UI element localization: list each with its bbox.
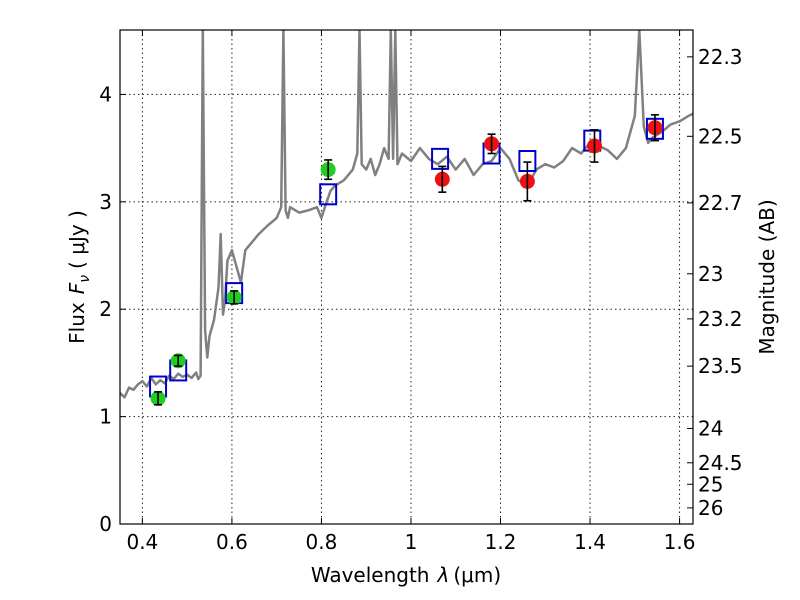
model-square bbox=[319, 183, 338, 206]
x-tick-label: 0.6 bbox=[216, 530, 248, 554]
y-tick-label: 1 bbox=[99, 405, 112, 429]
y-tick-label: 3 bbox=[99, 190, 112, 214]
tick-layer: 0.4 0.6 0.8 1 1.2 1.4 1.60123422.322.522.72323… bbox=[99, 30, 743, 554]
y-tick-label: 4 bbox=[99, 82, 112, 106]
y2-axis-label: Magnitude (AB) bbox=[755, 199, 779, 354]
spectrum-line bbox=[120, 30, 693, 399]
magnitude-tick-label: 24 bbox=[698, 416, 723, 440]
magnitude-tick-label: 22.3 bbox=[698, 45, 743, 69]
x-tick-label: 0.8 bbox=[306, 530, 338, 554]
x-tick-label: 1.2 bbox=[485, 530, 517, 554]
magnitude-tick-label: 23.5 bbox=[698, 354, 743, 378]
x-tick-label: 1 bbox=[405, 530, 418, 554]
marker-layer bbox=[149, 114, 664, 406]
y-axis-label: FluxFν( μJy ) bbox=[65, 210, 93, 344]
y-tick-label: 2 bbox=[99, 297, 112, 321]
magnitude-tick-label: 22.5 bbox=[698, 124, 743, 148]
plot-frame bbox=[119, 29, 694, 525]
spectrum-layer bbox=[120, 30, 693, 399]
x-tick-label: 1.6 bbox=[664, 530, 696, 554]
x-axis-label: Wavelength λ (μm) bbox=[311, 563, 501, 587]
magnitude-tick-label: 25 bbox=[698, 472, 723, 496]
magnitude-tick-label: 22.7 bbox=[698, 191, 743, 215]
magnitude-tick-label: 23 bbox=[698, 262, 723, 286]
x-tick-label: 0.4 bbox=[126, 530, 158, 554]
magnitude-tick-label: 23.2 bbox=[698, 307, 743, 331]
x-tick-label: 1.4 bbox=[574, 530, 606, 554]
magnitude-tick-label: 26 bbox=[698, 496, 723, 520]
y-tick-label: 0 bbox=[99, 512, 112, 536]
magnitude-tick-label: 24.5 bbox=[698, 451, 743, 475]
model-square bbox=[431, 147, 450, 170]
